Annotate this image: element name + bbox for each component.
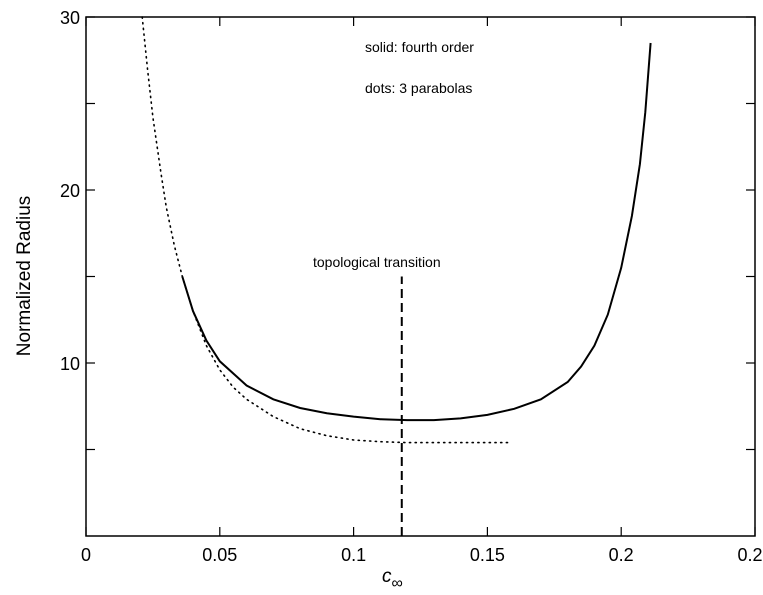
x-tick-label: 0.05 [202, 545, 237, 565]
x-tick-label: 0.1 [341, 545, 366, 565]
x-tick-label: 0 [81, 545, 91, 565]
x-axis-label: c∞ [382, 566, 403, 592]
annotation-solid: solid: fourth order [365, 39, 474, 55]
series-line-solid [181, 42, 652, 422]
y-tick-labels: 10 20 30 [60, 8, 80, 374]
x-tick-label: 0.15 [470, 545, 505, 565]
x-axis-label-subscript: ∞ [392, 575, 403, 592]
annotation-dots: dots: 3 parabolas [365, 80, 472, 96]
series-layer [141, 16, 652, 444]
y-tick-label: 30 [60, 8, 80, 28]
tick-marks [85, 16, 756, 536]
annotation-topological-transition: topological transition [313, 254, 441, 270]
y-tick-label: 10 [60, 354, 80, 374]
x-tick-label: 0.2 [609, 545, 634, 565]
y-axis-label: Normalized Radius [14, 196, 35, 357]
series-line-dotted [141, 16, 513, 444]
x-tick-labels: 0 0.05 0.1 0.15 0.2 0.25 [81, 545, 763, 565]
x-tick-label: 0.25 [737, 545, 763, 565]
y-tick-label: 20 [60, 181, 80, 201]
